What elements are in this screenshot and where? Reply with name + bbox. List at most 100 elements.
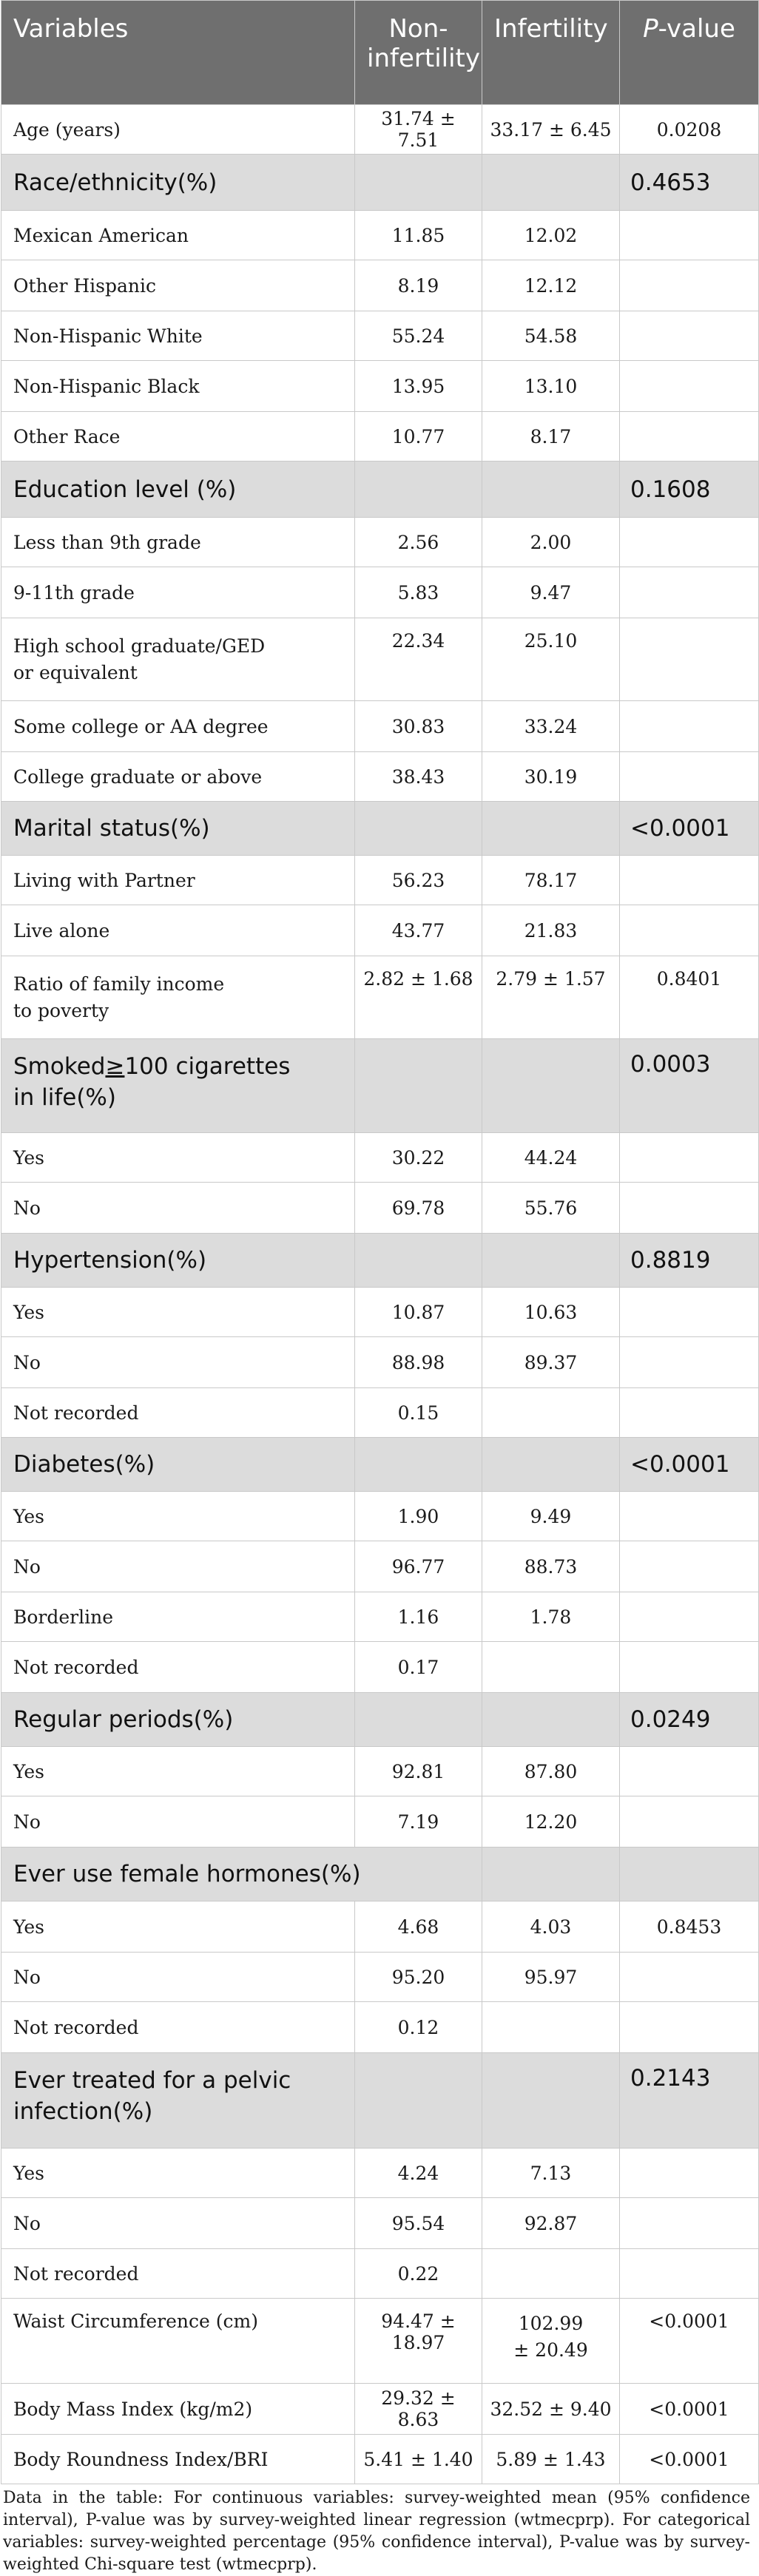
row-label: High school graduate/GED or equivalent — [1, 618, 355, 701]
table-row: Mexican American 11.85 12.02 — [1, 210, 759, 260]
table-row: Live alone 43.77 21.83 — [1, 905, 759, 956]
cell-infertility: 95.97 — [482, 1952, 620, 2002]
cell-non-infertility: 0.15 — [354, 1387, 482, 1438]
section-p-value: 0.0003 — [619, 1038, 759, 1133]
cell-infertility: 8.17 — [482, 411, 620, 462]
section-label: Ever treated for a pelvic infection(%) — [1, 2052, 355, 2149]
row-label: Yes — [1, 1491, 355, 1541]
cell-infertility: 102.99 ± 20.49 — [482, 2298, 620, 2384]
table-row: 9-11th grade 5.83 9.47 — [1, 567, 759, 618]
row-label: No — [1, 1541, 355, 1592]
section-p-value: 0.4653 — [619, 154, 759, 211]
row-label: Mexican American — [1, 210, 355, 260]
section-row: Race/ethnicity(%) 0.4653 — [1, 154, 759, 211]
header-p-value: P-value — [619, 0, 759, 105]
table-row: Yes 4.68 4.03 0.8453 — [1, 1901, 759, 1953]
row-label: Waist Circumference (cm) — [1, 2298, 355, 2384]
row-label: Age (years) — [1, 104, 355, 155]
cell-infertility: 12.20 — [482, 1796, 620, 1848]
section-label: Education level (%) — [1, 461, 355, 518]
table-row: Yes 30.22 44.24 — [1, 1132, 759, 1183]
cell-infertility: 7.13 — [482, 2148, 620, 2198]
cell-non-infertility: 2.82 ± 1.68 — [354, 956, 482, 1039]
section-row: Hypertension(%) 0.8819 — [1, 1233, 759, 1288]
cell-infertility: 54.58 — [482, 311, 620, 361]
cell-infertility: 10.63 — [482, 1287, 620, 1337]
section-label: Regular periods(%) — [1, 1692, 355, 1747]
table-row: Yes 4.24 7.13 — [1, 2148, 759, 2198]
table-row: Waist Circumference (cm) 94.47 ± 18.97 1… — [1, 2298, 759, 2384]
section-label: Hypertension(%) — [1, 1233, 355, 1288]
cell-infertility: 25.10 — [482, 618, 620, 701]
table-row: Not recorded 0.22 — [1, 2248, 759, 2299]
cell-infertility: 1.78 — [482, 1592, 620, 1642]
cell-p-value: <0.0001 — [619, 2434, 759, 2484]
section-label: Race/ethnicity(%) — [1, 154, 355, 211]
header-variables: Variables — [1, 0, 355, 105]
cell-infertility — [482, 1387, 620, 1438]
row-label: Not recorded — [1, 2248, 355, 2299]
cell-infertility: 89.37 — [482, 1336, 620, 1388]
row-label: Ratio of family income to poverty — [1, 956, 355, 1039]
section-row: Regular periods(%) 0.0249 — [1, 1692, 759, 1747]
section-label: Diabetes(%) — [1, 1437, 355, 1492]
row-label: Non-Hispanic Black — [1, 360, 355, 412]
section-p-value: 0.2143 — [619, 2052, 759, 2149]
cell-non-infertility: 0.17 — [354, 1641, 482, 1693]
cell-non-infertility: 95.54 — [354, 2197, 482, 2249]
cell-non-infertility: 95.20 — [354, 1952, 482, 2002]
cell-infertility: 5.89 ± 1.43 — [482, 2434, 620, 2484]
cell-non-infertility: 10.77 — [354, 411, 482, 462]
cell-p-value: <0.0001 — [619, 2383, 759, 2435]
table-row: Some college or AA degree 30.83 33.24 — [1, 700, 759, 752]
table-row: High school graduate/GED or equivalent 22… — [1, 618, 759, 701]
row-label: Yes — [1, 2148, 355, 2198]
table-row: No 69.78 55.76 — [1, 1182, 759, 1234]
cell-non-infertility: 94.47 ± 18.97 — [354, 2298, 482, 2384]
table-header-row: Variables Non-infertility Infertility P-… — [1, 0, 759, 105]
table-row: Other Race 10.77 8.17 — [1, 411, 759, 462]
row-label: No — [1, 2197, 355, 2249]
cell-non-infertility: 56.23 — [354, 855, 482, 905]
row-label: Yes — [1, 1746, 355, 1796]
cell-non-infertility: 92.81 — [354, 1746, 482, 1796]
table-row: Non-Hispanic White 55.24 54.58 — [1, 311, 759, 361]
cell-infertility: 21.83 — [482, 905, 620, 956]
row-label: Not recorded — [1, 2001, 355, 2053]
section-row: Education level (%) 0.1608 — [1, 461, 759, 518]
row-label: No — [1, 1182, 355, 1234]
cell-infertility: 33.17 ± 6.45 — [482, 104, 620, 155]
cell-non-infertility: 43.77 — [354, 905, 482, 956]
table-row: Not recorded 0.12 — [1, 2001, 759, 2053]
cell-non-infertility: 13.95 — [354, 360, 482, 412]
cell-p-value: 0.8453 — [619, 1901, 759, 1953]
section-row: Ever treated for a pelvic infection(%) 0.… — [1, 2052, 759, 2149]
table-row: Age (years) 31.74 ± 7.51 33.17 ± 6.45 0.… — [1, 104, 759, 155]
table-row: No 96.77 88.73 — [1, 1541, 759, 1592]
cell-non-infertility: 30.22 — [354, 1132, 482, 1183]
cell-p-value: 0.8401 — [619, 956, 759, 1039]
cell-non-infertility: 4.24 — [354, 2148, 482, 2198]
cell-non-infertility: 4.68 — [354, 1901, 482, 1953]
cell-non-infertility: 29.32 ± 8.63 — [354, 2383, 482, 2435]
cell-infertility — [482, 2248, 620, 2299]
cell-non-infertility: 7.19 — [354, 1796, 482, 1848]
row-label: Non-Hispanic White — [1, 311, 355, 361]
cell-non-infertility: 55.24 — [354, 311, 482, 361]
row-label: No — [1, 1952, 355, 2002]
section-row: Marital status(%) <0.0001 — [1, 801, 759, 856]
cell-non-infertility: 0.22 — [354, 2248, 482, 2299]
table-row: Yes 10.87 10.63 — [1, 1287, 759, 1337]
cell-non-infertility: 88.98 — [354, 1336, 482, 1388]
row-label: Yes — [1, 1132, 355, 1183]
cell-non-infertility: 1.90 — [354, 1491, 482, 1541]
cell-non-infertility: 2.56 — [354, 517, 482, 567]
header-non-infertility: Non-infertility — [354, 0, 482, 105]
table-row: No 95.20 95.97 — [1, 1952, 759, 2002]
row-label: No — [1, 1796, 355, 1848]
cell-infertility: 12.12 — [482, 260, 620, 311]
row-label: Some college or AA degree — [1, 700, 355, 752]
table-row: Yes 92.81 87.80 — [1, 1746, 759, 1796]
section-p-value: 0.1608 — [619, 461, 759, 518]
